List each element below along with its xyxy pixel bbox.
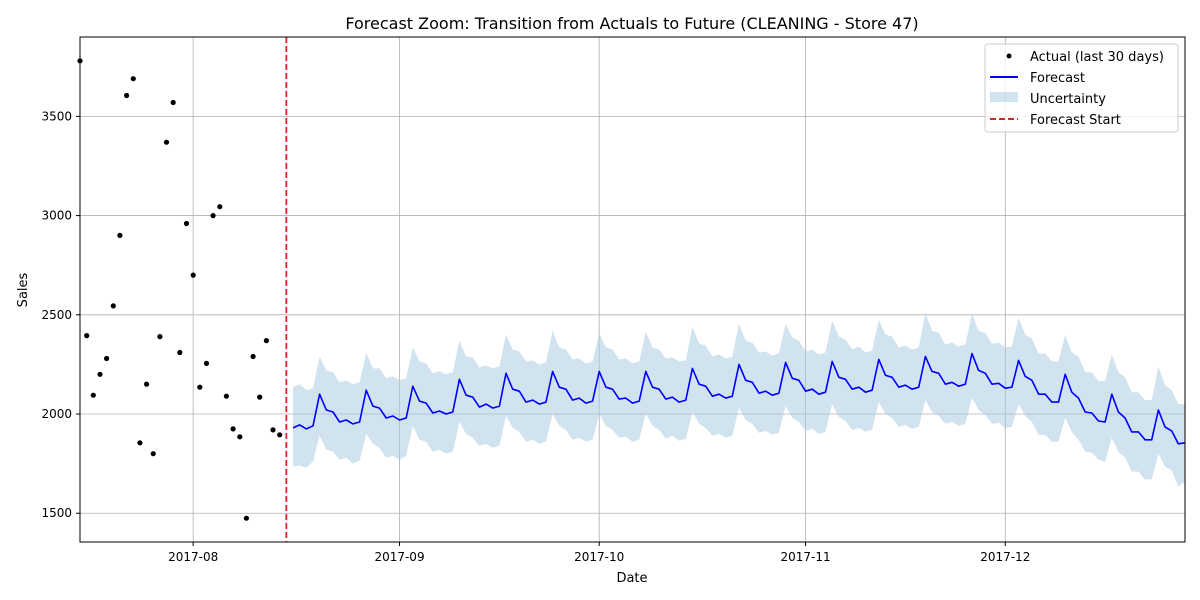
legend-uncertainty-label: Uncertainty (1030, 92, 1106, 107)
x-tick-label: 2017-12 (980, 550, 1030, 564)
y-tick-label: 3000 (41, 209, 72, 223)
actual-point (217, 204, 223, 210)
actual-point (230, 426, 236, 432)
y-tick-label: 1500 (41, 506, 72, 520)
actual-point (270, 427, 276, 433)
y-axis-label: Sales (16, 272, 31, 307)
plot-frame (79, 36, 1186, 543)
actual-point (163, 139, 170, 145)
actual-point (117, 232, 123, 238)
chart-title: Forecast Zoom: Transition from Actuals t… (345, 14, 918, 33)
actual-point (157, 334, 163, 340)
x-tick-label: 2017-08 (168, 550, 218, 564)
actual-point (190, 272, 196, 278)
uncertainty-layer (293, 312, 1185, 487)
actual-point (144, 381, 150, 387)
x-tick-label: 2017-11 (781, 550, 831, 564)
actual-point (243, 515, 249, 521)
actual-point (223, 393, 229, 399)
actual-point (183, 220, 190, 227)
actual-point (210, 213, 216, 219)
actual-point (177, 349, 183, 356)
actual-point (124, 92, 130, 99)
actual-point (130, 76, 136, 82)
actual-point (150, 451, 156, 457)
actual-point (90, 392, 96, 398)
actual-point (263, 338, 269, 344)
legend: Actual (last 30 days) Forecast Uncertain… (984, 43, 1179, 133)
y-axis-ticks: 1500 2000 2500 3000 3500 (41, 109, 80, 520)
actual-point (197, 384, 203, 390)
actual-point (237, 434, 243, 440)
x-axis-ticks: 2017-08 2017-09 2017-10 2017-11 2017-12 (168, 542, 1030, 564)
actual-point (277, 432, 283, 438)
actual-point (104, 355, 110, 362)
actual-point (137, 440, 143, 446)
x-tick-label: 2017-09 (374, 550, 424, 564)
legend-forecast-start-label: Forecast Start (1030, 113, 1121, 128)
actual-points-layer (77, 58, 283, 521)
actual-point (203, 360, 210, 366)
legend-forecast-label: Forecast (1030, 71, 1085, 86)
actual-point (97, 371, 103, 377)
actual-point (170, 99, 176, 106)
actual-point (110, 303, 116, 309)
forecast-layer (292, 352, 1186, 445)
x-axis-label: Date (616, 571, 647, 586)
y-tick-label: 2500 (41, 308, 72, 322)
legend-actual-marker (1006, 53, 1012, 59)
legend-box (984, 43, 1179, 133)
actual-point (250, 353, 256, 360)
x-tick-label: 2017-10 (574, 550, 624, 564)
actual-point (84, 333, 90, 339)
legend-actual-label: Actual (last 30 days) (1030, 50, 1164, 65)
y-tick-label: 2000 (41, 407, 72, 421)
forecast-line (292, 352, 1186, 445)
y-tick-label: 3500 (41, 109, 72, 123)
uncertainty-band (293, 312, 1185, 487)
actual-point (257, 394, 263, 400)
legend-uncertainty-swatch (990, 92, 1018, 102)
